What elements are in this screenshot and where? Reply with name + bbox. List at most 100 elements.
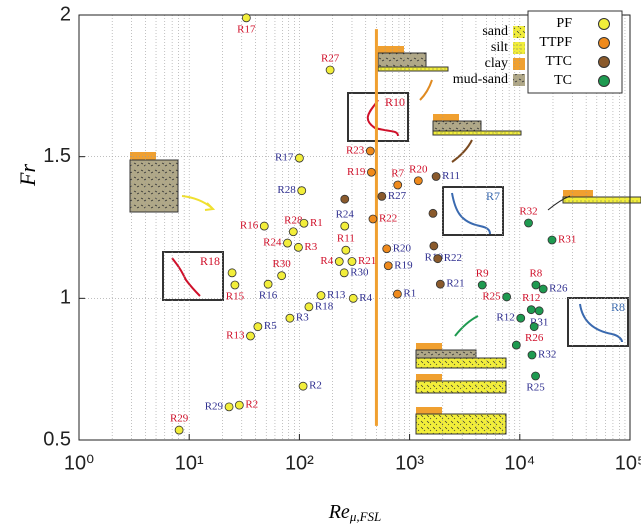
point-label: R17 (275, 152, 294, 164)
data-point (227, 268, 237, 278)
inset-label: R18 (200, 254, 220, 268)
inset-label: R8 (611, 300, 625, 314)
y-tick-label: 1 (60, 287, 71, 309)
data-point (524, 218, 533, 228)
inset-label: R10 (385, 95, 405, 109)
point-label: R11 (337, 233, 355, 245)
point-label: R32 (519, 205, 537, 217)
data-point (224, 402, 234, 412)
data-point (368, 214, 378, 224)
point-label: R13 (327, 289, 346, 301)
data-point (299, 218, 309, 228)
x-tick-label: 10⁰ (64, 452, 94, 474)
point-label: R2 (309, 380, 322, 392)
point-label: R31 (558, 233, 576, 245)
y-tick-label: 2 (60, 3, 71, 25)
point-label: R19 (347, 166, 366, 178)
data-point (341, 245, 351, 255)
point-label: R1 (310, 217, 323, 229)
point-label: R30 (272, 258, 291, 270)
point-label: R4 (359, 292, 372, 304)
pattern-legend-label: clay (485, 56, 508, 71)
x-tick-label: 10² (285, 452, 314, 474)
point-label: R19 (394, 259, 413, 271)
data-point (431, 172, 441, 181)
data-point (285, 313, 295, 323)
data-point (516, 313, 526, 323)
data-point (433, 254, 443, 264)
data-point (538, 284, 548, 294)
arrows (181, 79, 571, 337)
inset-box (567, 297, 629, 347)
data-point (531, 280, 541, 290)
point-label: R27 (321, 52, 340, 64)
point-label: R4 (320, 255, 333, 267)
point-label: R2 (245, 399, 258, 411)
data-point (377, 191, 387, 201)
data-point (316, 291, 326, 300)
data-point (294, 242, 303, 252)
x-label-main: Re (328, 501, 350, 523)
inset-profile (171, 257, 201, 297)
legend-marker (598, 37, 610, 49)
point-label: R22 (444, 252, 462, 264)
plot-frame (78, 14, 631, 441)
data-point (531, 371, 540, 381)
data-point (340, 221, 350, 231)
data-point (288, 227, 298, 237)
data-point (283, 238, 292, 248)
point-label: R12 (496, 312, 514, 324)
inset-profile (579, 303, 623, 343)
data-point (534, 306, 544, 316)
data-point (259, 221, 269, 231)
point-label: R18 (315, 300, 334, 312)
data-point (253, 322, 263, 332)
x-tick-label: 10³ (395, 452, 424, 474)
data-point (428, 208, 438, 218)
y-tick-label: 1.5 (43, 145, 71, 167)
point-label: R20 (393, 242, 412, 254)
data-point (511, 340, 521, 350)
data-point (334, 257, 344, 266)
point-label: R1 (403, 288, 416, 300)
data-point (413, 176, 423, 186)
point-label: R20 (409, 163, 428, 175)
point-label: R25 (482, 290, 501, 302)
pattern-legend-label: sand (482, 24, 508, 39)
point-label: R21 (358, 255, 376, 267)
data-point (241, 13, 251, 23)
data-point (325, 65, 335, 75)
data-point (502, 292, 512, 302)
legend-marker (598, 56, 610, 68)
point-label: R16 (240, 220, 259, 232)
point-label: R21 (446, 278, 464, 290)
point-label: R5 (264, 320, 277, 332)
data-point (477, 280, 487, 290)
point-label: R7 (391, 168, 404, 180)
legend-marker (598, 18, 610, 30)
point-label: R3 (304, 241, 317, 253)
point-label: R3 (296, 312, 309, 324)
point-label: R30 (350, 266, 369, 278)
point-label: R24 (263, 237, 282, 249)
data-point (527, 350, 537, 360)
data-point (393, 289, 402, 299)
x-label-sub: μ,FSL (349, 509, 381, 524)
x-tick-label: 10⁴ (504, 452, 535, 474)
data-point (547, 235, 557, 245)
data-point (277, 271, 287, 281)
point-label: R29 (205, 400, 224, 412)
data-point (393, 180, 403, 190)
point-label: R27 (388, 190, 407, 202)
point-label: R15 (226, 291, 245, 303)
data-point (246, 331, 255, 341)
pattern-legend-label: mud-sand (453, 72, 508, 87)
data-point (529, 322, 539, 332)
pattern-icons (129, 46, 641, 435)
inset-profile (451, 192, 491, 235)
data-point (234, 400, 244, 410)
inset-label: R7 (486, 189, 500, 203)
point-label: R23 (346, 145, 365, 157)
data-point (294, 153, 304, 163)
